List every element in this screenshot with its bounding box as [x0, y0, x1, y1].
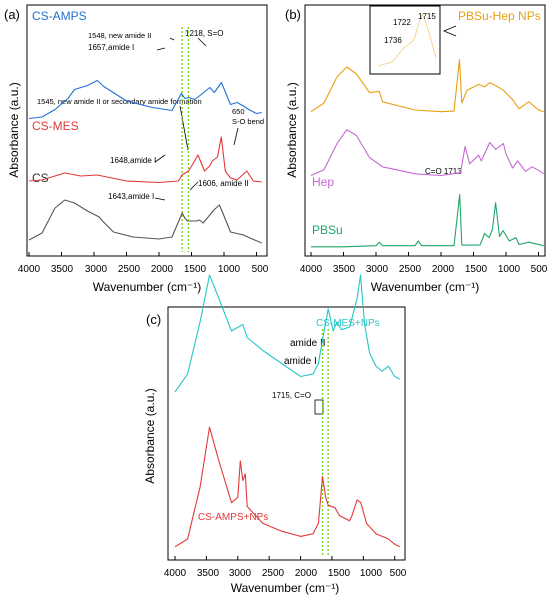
series-label-cs-amps-nps: CS-AMPS+NPs — [198, 512, 268, 523]
inset-pointer — [442, 25, 457, 37]
panel-c-xticks: 4000 3500 3000 2500 2000 1500 1000 500 — [164, 568, 407, 579]
panel-c-xtick: 3000 — [229, 568, 252, 579]
panel-b-xtick: 2000 — [432, 264, 455, 275]
panel-c-xtick: 1000 — [360, 568, 383, 579]
panel-b-xtick: 3500 — [333, 264, 356, 275]
inset-label-1736: 1736 — [384, 36, 402, 45]
series-line-cs-mes — [28, 136, 262, 184]
panel-c: (c) Absorbance (a.u.) Wavenumber (cm⁻¹) … — [143, 306, 407, 595]
panel-b-xtick: 500 — [531, 264, 548, 275]
series-line-cs — [28, 199, 262, 244]
series-line-pbsu-hep-nps — [310, 58, 544, 113]
annotation-1715-co: 1715, C=O — [272, 391, 311, 400]
annotation-650: 650 — [232, 107, 245, 116]
panel-b-xtick: 3000 — [366, 264, 389, 275]
panel-c-xtick: 4000 — [164, 568, 187, 579]
panel-c-xtick: 3500 — [197, 568, 220, 579]
panel-b: (b) Absorbance (a.u.) Wavenumber (cm⁻¹) … — [285, 4, 548, 294]
panel-a-label: (a) — [4, 7, 20, 22]
panel-a-xtick: 4000 — [18, 264, 41, 275]
panel-c-xtick: 500 — [390, 568, 407, 579]
annotation-1218: 1218, S=O — [185, 29, 223, 38]
annotation-1606: 1606, amide II — [198, 179, 249, 188]
panel-c-xlabel: Wavenumber (cm⁻¹) — [231, 581, 340, 595]
panel-b-xtick: 1000 — [498, 264, 521, 275]
series-label-cs: CS — [32, 171, 49, 185]
panel-b-xtick: 2500 — [399, 264, 422, 275]
highlight-box-1715 — [314, 399, 324, 415]
panel-a-xtick: 1000 — [218, 264, 241, 275]
panel-a-xtick: 500 — [252, 264, 269, 275]
panel-c-label: (c) — [146, 312, 161, 327]
panel-b-frame — [304, 4, 546, 257]
series-label-pbsu-hep-nps: PBSu-Hep NPs — [458, 9, 541, 23]
inset-box: 1715 1722 1736 — [369, 5, 457, 75]
panel-a-xtick: 3000 — [85, 264, 108, 275]
annotation-1643: 1643,amide I — [108, 192, 154, 201]
inset-curve — [377, 12, 437, 67]
series-label-cs-mes: CS-MES — [32, 119, 79, 133]
series-line-cs-amps-nps — [174, 426, 400, 548]
annotation-1657: 1657,amide I — [88, 43, 134, 52]
series-label-hep: Hep — [312, 175, 334, 189]
annotation-1545: 1545, new amide II or secondary amide fo… — [37, 97, 202, 106]
panel-c-ylabel: Absorbance (a.u.) — [143, 388, 157, 483]
panel-b-xtick: 1500 — [465, 264, 488, 275]
inset-label-1715: 1715 — [418, 12, 436, 21]
panel-a-xtick: 1500 — [184, 264, 207, 275]
panel-b-xticks: 4000 3500 3000 2500 2000 1500 1000 500 — [300, 264, 548, 275]
panel-c-xtick: 2500 — [262, 568, 285, 579]
annotation-amide-i: amide I — [284, 356, 317, 367]
panel-a-arrows — [154, 37, 239, 201]
panel-c-xtick: 2000 — [295, 568, 318, 579]
series-line-pbsu — [311, 194, 544, 248]
inset-frame — [369, 5, 441, 75]
panel-a-xtick: 2500 — [118, 264, 141, 275]
series-line-cs-amps — [28, 79, 262, 120]
series-label-pbsu: PBSu — [312, 223, 343, 237]
panel-b-xtick: 4000 — [300, 264, 323, 275]
chart-marks — [28, 27, 545, 560]
panel-c-xtick: 1500 — [328, 568, 351, 579]
panel-b-xlabel: Wavenumber (cm⁻¹) — [371, 280, 480, 294]
annotation-so-bend: S-O bend — [232, 117, 264, 126]
series-line-cs-mes-nps — [174, 274, 400, 393]
annotation-amide-ii: amide II — [290, 338, 326, 349]
panel-b-ylabel: Absorbance (a.u.) — [285, 82, 299, 177]
panel-a: (a) Absorbance (a.u.) Wavenumber (cm⁻¹) … — [4, 4, 269, 294]
panel-a-ylabel: Absorbance (a.u.) — [7, 82, 21, 177]
annotation-1648: 1648,amide I — [110, 156, 156, 165]
annotation-1548: 1548, new amide II — [88, 31, 151, 40]
panel-a-xlabel: Wavenumber (cm⁻¹) — [93, 280, 202, 294]
panel-c-frame — [167, 306, 406, 561]
series-label-cs-mes-nps: CS-MES+NPs — [316, 318, 380, 329]
annotation-co-1713: C=O 1713 — [425, 167, 462, 176]
series-line-hep — [310, 129, 545, 177]
series-label-cs-amps: CS-AMPS — [32, 9, 87, 23]
panel-a-xtick: 3500 — [51, 264, 74, 275]
panel-a-frame — [26, 4, 268, 257]
panel-a-xticks: 4000 3500 3000 2500 2000 1500 1000 500 — [18, 264, 269, 275]
panel-a-xtick: 2000 — [151, 264, 174, 275]
inset-label-1722: 1722 — [393, 18, 411, 27]
panel-b-label: (b) — [285, 7, 301, 22]
